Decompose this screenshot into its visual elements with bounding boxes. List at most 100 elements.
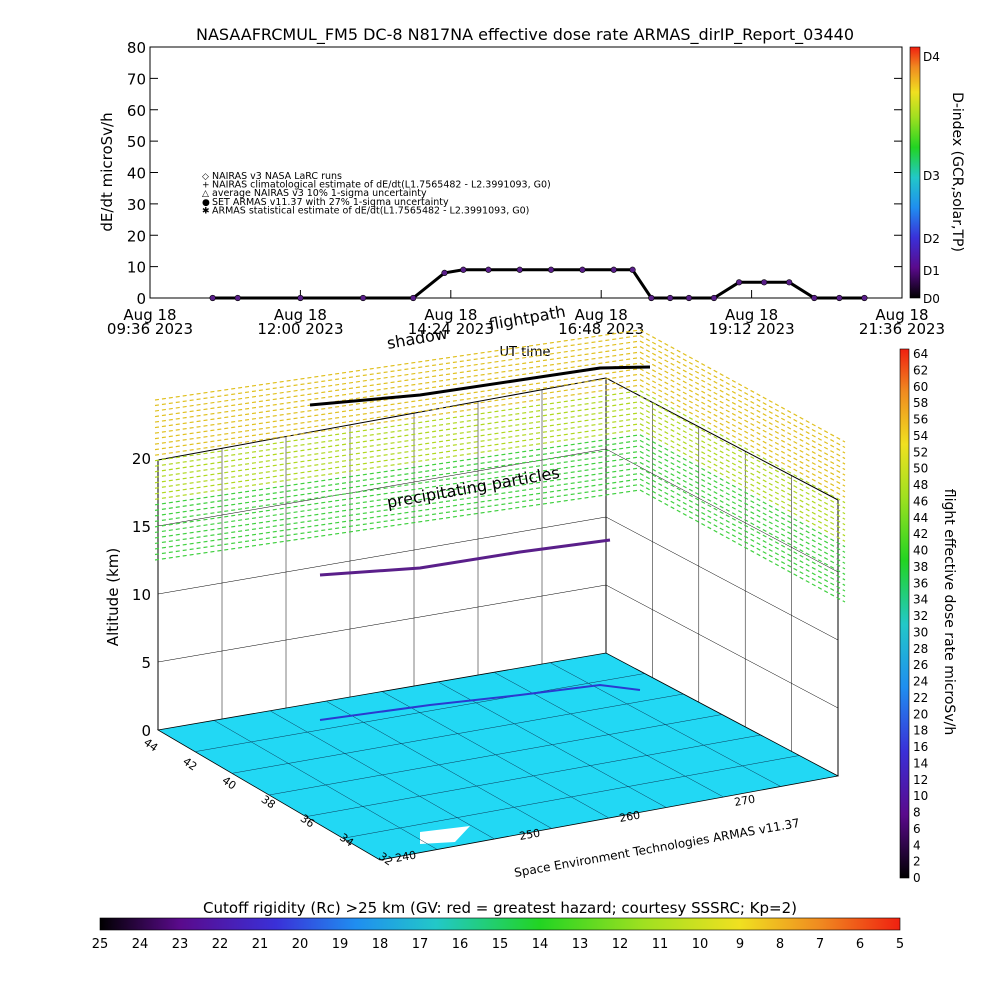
top-x-tick-line1: Aug 18: [274, 306, 327, 324]
map-meridian-line: [269, 710, 495, 840]
map-meridian-line: [213, 720, 438, 850]
d-index-tick-label: D3: [923, 169, 940, 183]
d-index-label: D-index (GCR,solar,TP): [949, 92, 965, 252]
dose-rate-colorbar-tick: 20: [913, 707, 928, 721]
precipitating-particles-layer: [154, 329, 846, 603]
dose-rate-point: [547, 266, 555, 273]
legend-entry: SET ARMAS v11.37 with 27% 1-sigma uncert…: [212, 197, 449, 208]
d-index-tick-label: D0: [923, 292, 940, 306]
wall-grid-lines: [157, 389, 839, 752]
top-y-ticks: 0 10 20 30 40 50 60 70 80: [127, 39, 902, 308]
dose-rate-point: [761, 279, 768, 286]
cutoff-rigidity-ticks: 25 24 23 22 21 20 19 18 17 16 15 14 13 12 11 10 9 8 7 6 5: [92, 937, 904, 952]
cutoff-rigidity-tick: 10: [692, 937, 709, 952]
dose-rate-point: [209, 294, 216, 302]
precip-band: [639, 373, 846, 487]
precip-band: [639, 456, 846, 570]
precip-band: [154, 423, 641, 495]
cutoff-rigidity-tick: 15: [492, 937, 509, 952]
longitude-ticks: 240 250 260 270: [394, 793, 756, 865]
precip-band: [639, 450, 846, 564]
precip-band: [154, 329, 641, 401]
wall-grid-line: [157, 516, 607, 595]
longitude-tick-label: 270: [733, 793, 756, 809]
dose-rate-point: [410, 294, 417, 302]
precip-band: [639, 417, 846, 531]
dose-rate-point: [685, 294, 693, 302]
cutoff-rigidity-tick: 7: [816, 937, 824, 952]
top-y-tick-label: 40: [127, 165, 146, 183]
top-y-tick-label: 30: [127, 196, 146, 214]
precip-band: [639, 472, 846, 586]
dose-rate-colorbar-tick: 46: [913, 494, 928, 508]
precip-band: [154, 478, 641, 550]
dose-rate-point: [441, 269, 448, 277]
dose-rate-colorbar-tick: 40: [913, 544, 928, 558]
precip-band: [154, 417, 641, 489]
dose-rate-point: [359, 294, 367, 302]
dose-rate-colorbar-tick: 52: [913, 445, 928, 459]
top-x-tick-line1: Aug 18: [875, 306, 928, 324]
dose-rate-point: [648, 294, 655, 302]
top-y-tick-label: 10: [127, 259, 146, 277]
dose-rate-point: [629, 266, 636, 273]
wall-grid-line: [605, 448, 839, 573]
altitude-axis-label: Altitude (km): [104, 548, 122, 646]
legend-entry: average NAIRAS v3 10% 1-sigma uncertaint…: [212, 188, 427, 199]
dose-rate-point: [861, 294, 868, 302]
top-y-tick-label: 50: [127, 133, 146, 151]
dose-rate-point: [610, 266, 617, 273]
precip-band: [639, 334, 846, 449]
dose-rate-point: [460, 266, 467, 273]
precip-band: [154, 368, 641, 440]
dose-rate-colorbar-tick: 18: [913, 724, 928, 738]
dose-rate-colorbar-tick: 2: [913, 855, 921, 869]
precip-band: [639, 362, 846, 476]
altitude-tick-label: 5: [141, 654, 151, 672]
cutoff-rigidity-tick: 20: [292, 937, 309, 952]
precip-band: [639, 395, 846, 509]
dose-rate-point: [735, 279, 743, 286]
cutoff-rigidity-tick: 16: [452, 937, 469, 952]
precip-band: [154, 334, 641, 407]
dose-rate-colorbar-tick: 48: [913, 478, 928, 492]
longitude-tick-label: 260: [618, 809, 641, 825]
dose-rate-colorbar-tick: 10: [913, 789, 928, 803]
precip-band: [154, 472, 641, 545]
altitude-tick-label: 20: [132, 450, 151, 468]
cutoff-rigidity-colorbar: [99, 917, 901, 931]
dose-rate-point: [710, 294, 718, 302]
precip-band: [639, 379, 846, 493]
top-x-tick-line2: 14:24 2023: [408, 320, 494, 338]
precip-band: [639, 434, 846, 548]
dose-rate-colorbar-tick: 14: [913, 756, 928, 770]
precip-band: [154, 489, 641, 561]
dose-rate-point: [786, 279, 793, 286]
precip-band: [639, 461, 846, 575]
cutoff-rigidity-tick: 24: [132, 937, 149, 952]
precip-band: [639, 406, 846, 520]
dose-rate-colorbar-tick: 32: [913, 609, 928, 623]
longitude-tick-label: 240: [394, 849, 417, 865]
precip-band: [639, 368, 846, 482]
precip-band: [154, 439, 641, 511]
annotation-precipitating-particles: precipitating particles: [385, 463, 561, 512]
precip-band: [639, 357, 846, 471]
wall-grid-line: [605, 516, 839, 641]
legend-entry: NAIRAS v3 NASA LaRC runs: [212, 171, 342, 182]
dose-rate-colorbar: [899, 348, 910, 879]
three-d-box: [156, 377, 840, 861]
altitude-tick-label: 10: [132, 586, 151, 604]
dose-rate-colorbar-tick: 60: [913, 380, 928, 394]
d-index-tick-label: D4: [923, 50, 940, 64]
top-x-tick-line2: 09:36 2023: [107, 320, 193, 338]
precip-band: [154, 467, 641, 539]
cutoff-rigidity-tick: 19: [332, 937, 349, 952]
d-index-colorbar: [909, 46, 921, 299]
precip-band: [154, 406, 641, 478]
d-index-tick-label: D1: [923, 264, 940, 278]
top-legend: ◇ NAIRAS v3 NASA LaRC runs+ NAIRAS climato…: [202, 171, 551, 216]
dose-rate-colorbar-tick: 56: [913, 413, 928, 427]
precip-band: [154, 340, 641, 412]
